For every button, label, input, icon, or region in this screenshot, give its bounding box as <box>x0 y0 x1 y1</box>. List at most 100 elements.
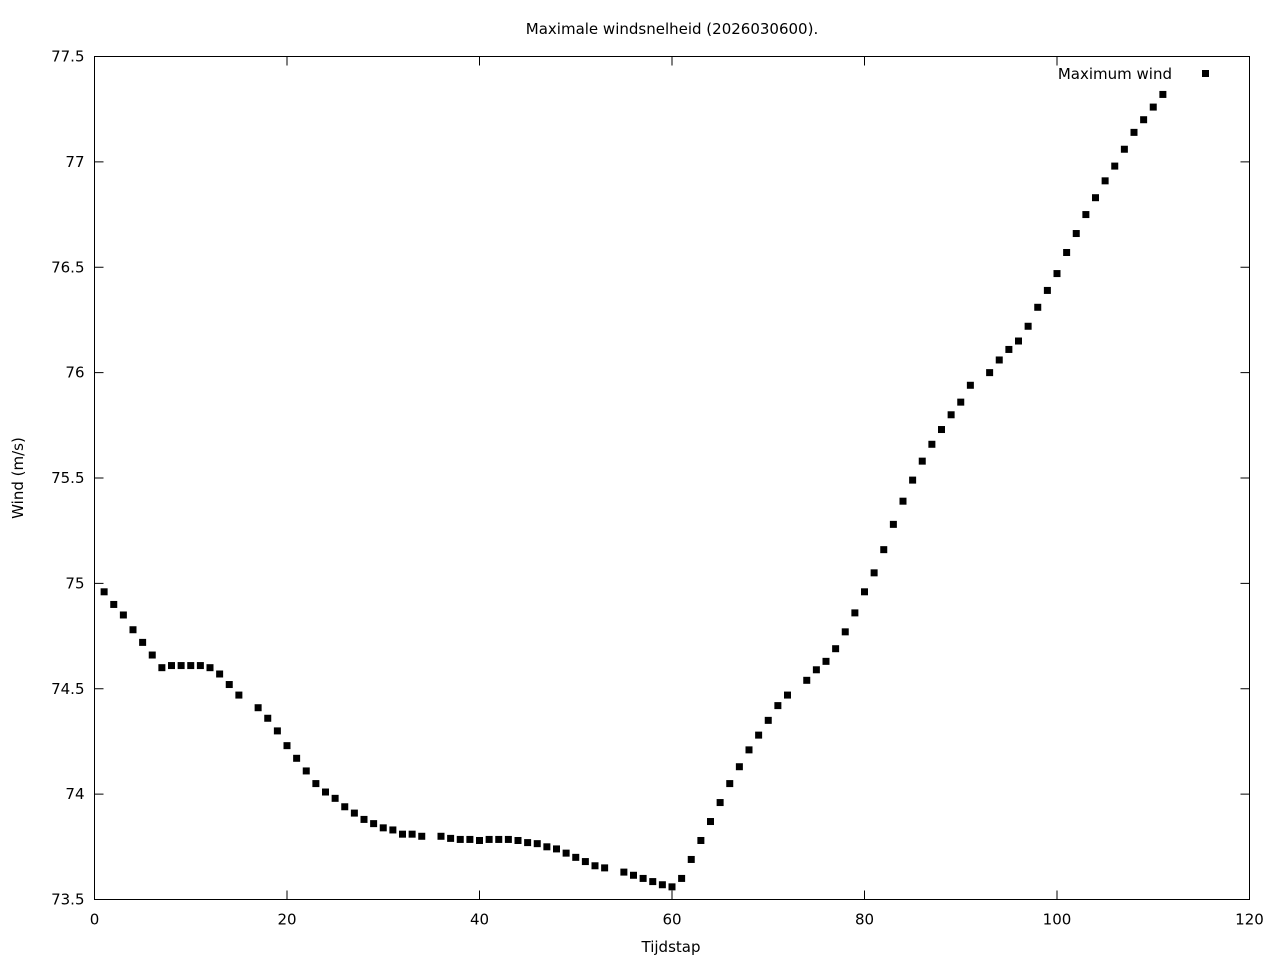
data-point <box>601 864 609 872</box>
data-point <box>1072 230 1080 238</box>
data-point <box>745 746 753 754</box>
data-point <box>341 803 349 811</box>
data-point <box>524 839 532 847</box>
data-point <box>735 763 743 771</box>
data-point <box>389 826 397 834</box>
data-point <box>350 809 358 817</box>
data-point <box>572 853 580 861</box>
data-point <box>312 780 320 788</box>
data-point <box>379 824 387 832</box>
data-point <box>755 731 763 739</box>
data-point <box>957 398 965 406</box>
data-point <box>1140 116 1148 124</box>
data-point <box>1130 128 1138 136</box>
data-point <box>360 815 368 823</box>
data-point <box>447 834 455 842</box>
y-tick-label: 75.5 <box>51 469 84 487</box>
data-point <box>129 626 137 634</box>
y-tick-label: 75 <box>65 574 84 592</box>
data-point <box>553 845 560 853</box>
y-tick-label: 76.5 <box>51 258 84 276</box>
x-tick-label: 60 <box>662 911 681 929</box>
data-point <box>774 702 782 710</box>
data-point <box>1024 322 1032 330</box>
legend-marker <box>1202 70 1209 77</box>
data-point <box>899 497 907 505</box>
data-point <box>639 874 647 882</box>
data-point <box>225 681 233 689</box>
data-point <box>707 818 714 826</box>
data-point <box>399 830 406 838</box>
x-tick-label: 20 <box>277 911 296 929</box>
data-point <box>1034 303 1042 311</box>
data-point <box>206 664 214 672</box>
legend-label: Maximum wind <box>1058 65 1172 83</box>
data-point <box>370 820 378 828</box>
y-tick-label: 73.5 <box>51 891 84 909</box>
data-point <box>620 868 628 876</box>
legend: Maximum wind <box>1058 65 1209 83</box>
data-point <box>235 691 243 699</box>
y-tick-label: 74.5 <box>51 680 84 698</box>
data-point <box>630 871 637 879</box>
data-point <box>841 628 849 636</box>
x-tick-label: 80 <box>855 911 874 929</box>
data-point <box>264 714 272 722</box>
data-point <box>803 676 811 684</box>
y-axis-ticks: 73.5 74 74.5 75 75.5 76 76.5 77 77.5 <box>51 48 1250 909</box>
data-point <box>139 638 147 646</box>
data-point <box>851 609 859 617</box>
data-point <box>716 799 724 807</box>
y-tick-label: 76 <box>65 364 84 382</box>
data-point <box>168 662 175 670</box>
data-point <box>1149 103 1157 111</box>
data-point <box>514 836 522 844</box>
data-point <box>1120 145 1128 153</box>
data-point <box>687 855 695 863</box>
data-point <box>938 426 945 434</box>
data-point <box>784 691 791 699</box>
data-point <box>408 830 416 838</box>
data-point <box>1063 248 1071 256</box>
data-point <box>649 878 657 886</box>
data-point <box>581 858 589 866</box>
x-tick-label: 0 <box>90 911 100 929</box>
x-tick-label: 100 <box>1043 911 1072 929</box>
data-point <box>928 440 936 448</box>
data-point <box>889 520 897 528</box>
data-point <box>995 356 1003 364</box>
data-point <box>437 832 445 840</box>
x-axis-ticks: 0 20 40 60 80 100 120 <box>90 56 1264 929</box>
data-point <box>668 883 676 891</box>
data-points <box>100 90 1167 891</box>
data-point <box>986 369 994 377</box>
chart-title: Maximale windsnelheid (2026030600). <box>526 20 818 38</box>
data-point <box>418 832 426 840</box>
data-point <box>947 411 955 419</box>
data-point <box>254 704 262 712</box>
data-point <box>591 862 599 870</box>
data-point <box>822 657 830 665</box>
data-point <box>543 843 551 851</box>
data-point <box>918 457 926 465</box>
data-point <box>812 666 820 674</box>
data-point <box>187 662 195 670</box>
y-tick-label: 77.5 <box>51 48 84 66</box>
data-point <box>1092 194 1099 202</box>
data-point <box>100 588 108 596</box>
data-point <box>504 835 512 843</box>
data-point <box>880 546 888 554</box>
data-point <box>533 840 541 848</box>
data-point <box>861 588 868 596</box>
data-point <box>764 716 772 724</box>
data-point <box>1082 211 1090 219</box>
data-point <box>966 381 974 389</box>
data-point <box>678 874 686 882</box>
y-tick-label: 74 <box>65 785 84 803</box>
data-point <box>1101 177 1109 185</box>
data-point <box>1015 337 1022 345</box>
data-point <box>476 836 483 844</box>
data-point <box>832 645 840 653</box>
